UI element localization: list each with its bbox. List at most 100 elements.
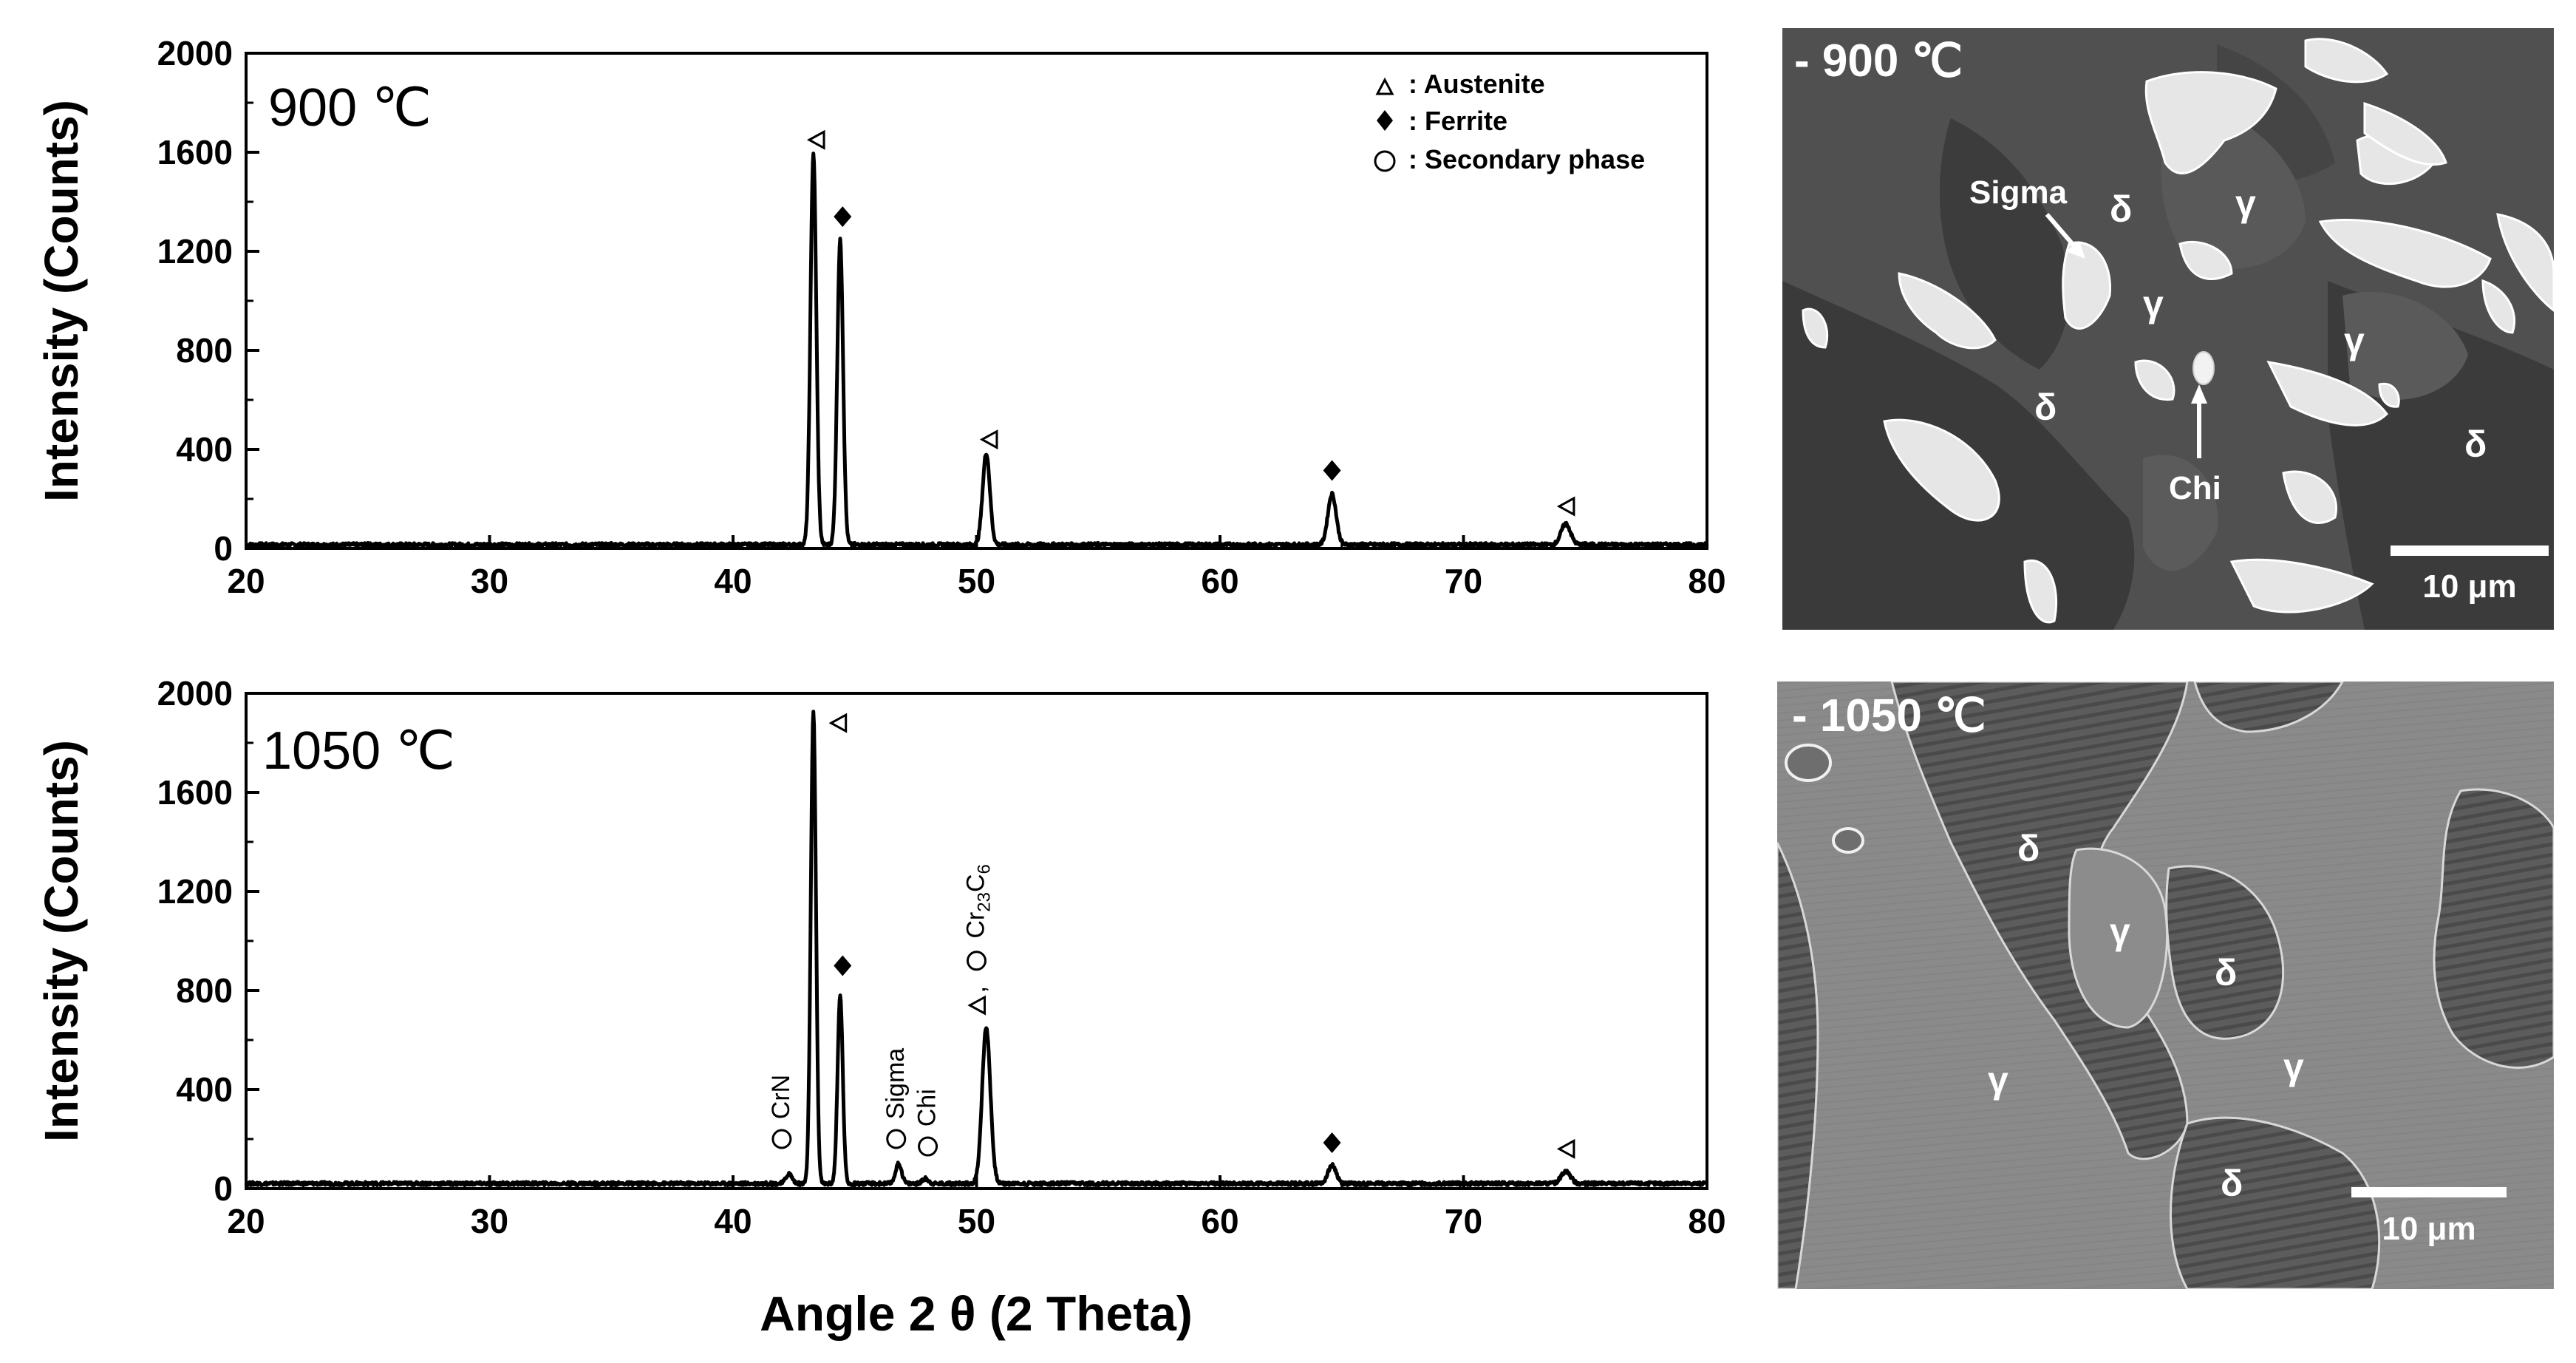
secondary-legend-marker (1374, 150, 1396, 172)
y-tick-label: 2000 (157, 34, 233, 72)
phase-label-delta: δ (2017, 828, 2040, 869)
phase-label-gamma: γ (1988, 1059, 2008, 1101)
austenite-marker (979, 429, 998, 450)
xrd-curve (245, 152, 1709, 548)
sigma-precipitates (1802, 38, 2554, 624)
chi-label: Chi (2169, 470, 2221, 506)
x-tick-label: 20 (227, 1202, 265, 1240)
plot-frame (245, 52, 1708, 550)
y-tick-label: 400 (176, 1070, 233, 1109)
legend-ferrite: : Ferrite (1408, 106, 1507, 136)
x-tick-label: 50 (958, 562, 995, 600)
x-tick-label: 20 (227, 562, 265, 600)
ferrite-marker (834, 955, 852, 976)
chi-arrowhead (2191, 384, 2207, 404)
x-tick-label: 30 (471, 1202, 508, 1240)
y-tick-label: 1200 (157, 872, 233, 911)
phase-label-delta: δ (2215, 952, 2237, 993)
x-axis-title: Angle 2 θ (2 Theta) (760, 1286, 1193, 1341)
scale-bar (2391, 545, 2549, 556)
y-tick-label: 800 (176, 971, 233, 1010)
plot-frame (245, 692, 1708, 1190)
x-tick-label: 40 (714, 1202, 752, 1240)
sem-image-900: - 900 ℃ Sigma Chi δ γ γ γ δ δ 10 μm (1782, 28, 2554, 630)
austenite-marker (1556, 1138, 1575, 1159)
peak-annotation: , (963, 986, 991, 993)
y-tick-label: 800 (176, 331, 233, 370)
austenite-island (2068, 847, 2168, 1029)
scale-bar-label: 10 μm (2382, 1211, 2476, 1247)
phase-label-delta: δ (2034, 387, 2057, 428)
sigma-arrow (2045, 213, 2077, 248)
x-tick-label: 80 (1688, 562, 1725, 600)
y-tick-label: 0 (214, 1169, 233, 1208)
peak-annotation: Sigma (882, 1048, 910, 1119)
y-tick-label: 1600 (157, 773, 233, 812)
austenite-legend-marker (1375, 77, 1394, 95)
secondary-phase-marker (886, 1129, 907, 1149)
marker-layer (771, 713, 1575, 1159)
ferrite-region (2170, 1116, 2381, 1289)
legend-austenite: : Austenite (1408, 69, 1545, 99)
x-tick-label: 70 (1445, 1202, 1482, 1240)
ferrite-marker (834, 206, 852, 228)
secondary-phase-marker (918, 1136, 938, 1157)
sem-panel-label: - 1050 ℃ (1792, 690, 1986, 741)
scale-bar-label: 10 μm (2422, 568, 2516, 605)
marker-layer (806, 129, 1575, 517)
y-tick-label: 1200 (157, 232, 233, 271)
austenite-marker (828, 713, 848, 733)
peak-annotation: CrN (767, 1075, 795, 1119)
sigma-arrowhead (2066, 241, 2085, 259)
ferrite-legend-marker (1377, 110, 1393, 131)
x-tick-label: 50 (958, 1202, 995, 1240)
austenite-region (2143, 455, 2218, 571)
temperature-label: 1050 ℃ (262, 721, 455, 781)
peak-annotation: Chi (913, 1089, 941, 1126)
austenite-marker (806, 129, 825, 150)
ferrite-region (1940, 118, 2069, 370)
phase-label-delta: δ (2110, 188, 2132, 230)
x-tick-label: 60 (1201, 562, 1238, 600)
x-tick-label: 30 (471, 562, 508, 600)
cr23c6-annotation: Cr23C6 (962, 864, 995, 939)
y-tick-label: 2000 (157, 674, 233, 713)
x-tick-label: 40 (714, 562, 752, 600)
pit (1832, 827, 1864, 854)
y-tick-label: 1600 (157, 133, 233, 171)
sem-panel-label: - 900 ℃ (1794, 35, 1963, 86)
secondary-phase-marker (967, 951, 987, 971)
phase-label-delta: δ (2464, 424, 2487, 465)
ferrite-region (2193, 682, 2344, 733)
sem-image-1050: - 1050 ℃ δ γ δ γ γ δ 10 μm (1777, 682, 2554, 1289)
phase-label-gamma: γ (2344, 320, 2365, 361)
x-tick-label: 60 (1201, 1202, 1238, 1240)
phase-label-gamma: γ (2110, 911, 2130, 952)
ferrite-region (2165, 865, 2285, 1040)
legend: : Austenite : Ferrite : Secondary phase (1374, 69, 1645, 174)
ferrite-marker (1323, 460, 1341, 481)
ferrite-region (1777, 842, 1819, 1289)
scale-bar (2351, 1187, 2507, 1197)
phase-label-delta: δ (2221, 1163, 2243, 1204)
phase-label-gamma: γ (2283, 1046, 2304, 1087)
ferrite-marker (1323, 1132, 1341, 1154)
x-tick-label: 70 (1445, 562, 1482, 600)
curve-layer (244, 710, 1708, 1188)
y-axis-title-top: Intensity (Counts) (35, 100, 88, 502)
austenite-region (2342, 291, 2468, 400)
phase-label-gamma: γ (2235, 183, 2256, 224)
sigma-label: Sigma (1969, 174, 2068, 211)
phase-label-gamma: γ (2143, 283, 2164, 324)
annotation-layer: CrN Sigma Chi, Cr23C6 (767, 864, 995, 1126)
y-axis-title-bottom: Intensity (Counts) (35, 740, 88, 1142)
xrd-curve (244, 710, 1708, 1188)
ferrite-region (2433, 788, 2554, 1069)
legend-secondary: : Secondary phase (1408, 144, 1645, 174)
y-tick-label: 0 (214, 529, 233, 568)
y-tick-label: 400 (176, 430, 233, 469)
